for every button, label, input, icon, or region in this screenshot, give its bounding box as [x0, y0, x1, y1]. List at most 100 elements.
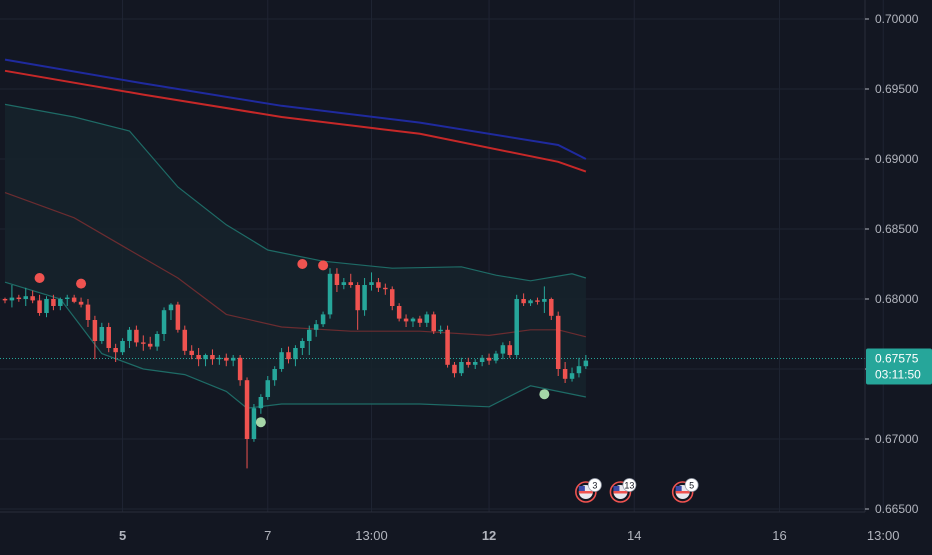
candle-body[interactable] [224, 357, 229, 361]
candle-body[interactable] [9, 297, 15, 301]
candle-body[interactable] [313, 324, 319, 330]
candle-body[interactable] [417, 318, 423, 323]
candle-body[interactable] [438, 329, 443, 332]
candle-body[interactable] [542, 299, 547, 302]
candle-body[interactable] [244, 380, 250, 439]
candle-body[interactable] [147, 343, 153, 347]
candle-body[interactable] [210, 355, 215, 360]
time-tick-label: 7 [264, 528, 271, 543]
event-marker-ring[interactable] [671, 481, 694, 503]
candle-body[interactable] [403, 318, 409, 322]
candle-body[interactable] [341, 282, 347, 285]
candle-body[interactable] [44, 299, 49, 313]
candle-body[interactable] [396, 306, 402, 319]
candle-body[interactable] [237, 357, 243, 381]
candle-body[interactable] [452, 364, 457, 374]
candle-body[interactable] [272, 369, 277, 381]
candle-body[interactable] [251, 408, 257, 439]
candle-body[interactable] [23, 296, 28, 299]
candle-body[interactable] [562, 369, 568, 379]
candle-body[interactable] [78, 301, 84, 305]
candle-body[interactable] [307, 329, 312, 341]
signal-dot-sell[interactable] [297, 259, 308, 269]
candle-body[interactable] [376, 282, 381, 288]
candle-body[interactable] [51, 299, 56, 306]
candle-body[interactable] [466, 362, 471, 365]
event-count-badge [684, 478, 699, 492]
candle-body[interactable] [459, 362, 464, 374]
signal-dot-sell[interactable] [34, 273, 45, 283]
candle-body[interactable] [549, 299, 554, 316]
candle-body[interactable] [576, 366, 582, 374]
candle-body[interactable] [583, 360, 589, 367]
candle-body[interactable] [327, 273, 333, 315]
candle-body[interactable] [175, 304, 181, 330]
candle-body[interactable] [85, 304, 91, 320]
candle-body[interactable] [120, 341, 125, 353]
candle-body[interactable] [141, 342, 146, 344]
candle-body[interactable] [348, 282, 354, 285]
event-marker-ring[interactable] [575, 481, 597, 503]
candle-body[interactable] [493, 353, 499, 361]
candle-body[interactable] [279, 352, 284, 369]
candle-body[interactable] [410, 318, 416, 322]
candle-body[interactable] [514, 299, 519, 355]
event-marker-ring[interactable] [609, 481, 632, 503]
candle-body[interactable] [555, 315, 561, 369]
candle-body[interactable] [535, 300, 540, 302]
candle-body[interactable] [362, 285, 367, 311]
signal-dot-buy[interactable] [255, 417, 266, 428]
candle-body[interactable] [154, 334, 160, 347]
candle-body[interactable] [507, 345, 513, 355]
time-tick-label: 13:00 [867, 528, 900, 543]
candle-body[interactable] [30, 296, 35, 301]
candle-body[interactable] [486, 357, 492, 361]
candle-body[interactable] [286, 352, 291, 360]
candle-body[interactable] [369, 282, 374, 285]
candle-body[interactable] [99, 327, 105, 341]
candle-body[interactable] [161, 310, 167, 334]
candle-body[interactable] [71, 297, 77, 302]
candle-body[interactable] [16, 297, 22, 299]
candle-body[interactable] [2, 299, 8, 301]
price-tick-label: 0.69500 [875, 82, 919, 96]
candle-body[interactable] [113, 348, 118, 353]
candle-body[interactable] [472, 362, 478, 365]
candle-body[interactable] [383, 287, 388, 290]
candle-body[interactable] [182, 329, 188, 351]
candle-body[interactable] [445, 329, 450, 365]
candle-body[interactable] [92, 320, 98, 341]
candle-body[interactable] [355, 285, 360, 311]
candle-body[interactable] [127, 329, 132, 341]
candle-body[interactable] [258, 397, 264, 409]
candle-body[interactable] [265, 380, 271, 397]
candle-body[interactable] [217, 357, 222, 360]
candle-body[interactable] [528, 300, 533, 304]
candle-body[interactable] [389, 289, 395, 306]
candle-body[interactable] [300, 341, 305, 348]
candle-body[interactable] [500, 345, 506, 354]
candle-body[interactable] [196, 355, 201, 360]
candle-body[interactable] [64, 297, 70, 299]
candle-body[interactable] [334, 273, 340, 285]
signal-dot-sell[interactable] [76, 278, 87, 289]
candle-body[interactable] [431, 314, 436, 332]
candle-body[interactable] [58, 299, 63, 306]
signal-dot-buy[interactable] [539, 389, 550, 400]
candle-body[interactable] [37, 300, 42, 313]
candle-body[interactable] [293, 348, 298, 360]
candle-body[interactable] [230, 357, 236, 361]
candle-body[interactable] [134, 329, 139, 343]
candle-body[interactable] [203, 355, 208, 360]
signal-dot-sell[interactable] [318, 260, 329, 271]
candle-body[interactable] [168, 304, 174, 311]
candle-body[interactable] [106, 327, 111, 348]
candle-body[interactable] [521, 299, 526, 304]
candle-body[interactable] [424, 314, 430, 323]
candle-body[interactable] [569, 373, 575, 379]
candle-body[interactable] [320, 314, 326, 325]
candle-body[interactable] [189, 350, 194, 355]
candle-body[interactable] [479, 357, 485, 362]
